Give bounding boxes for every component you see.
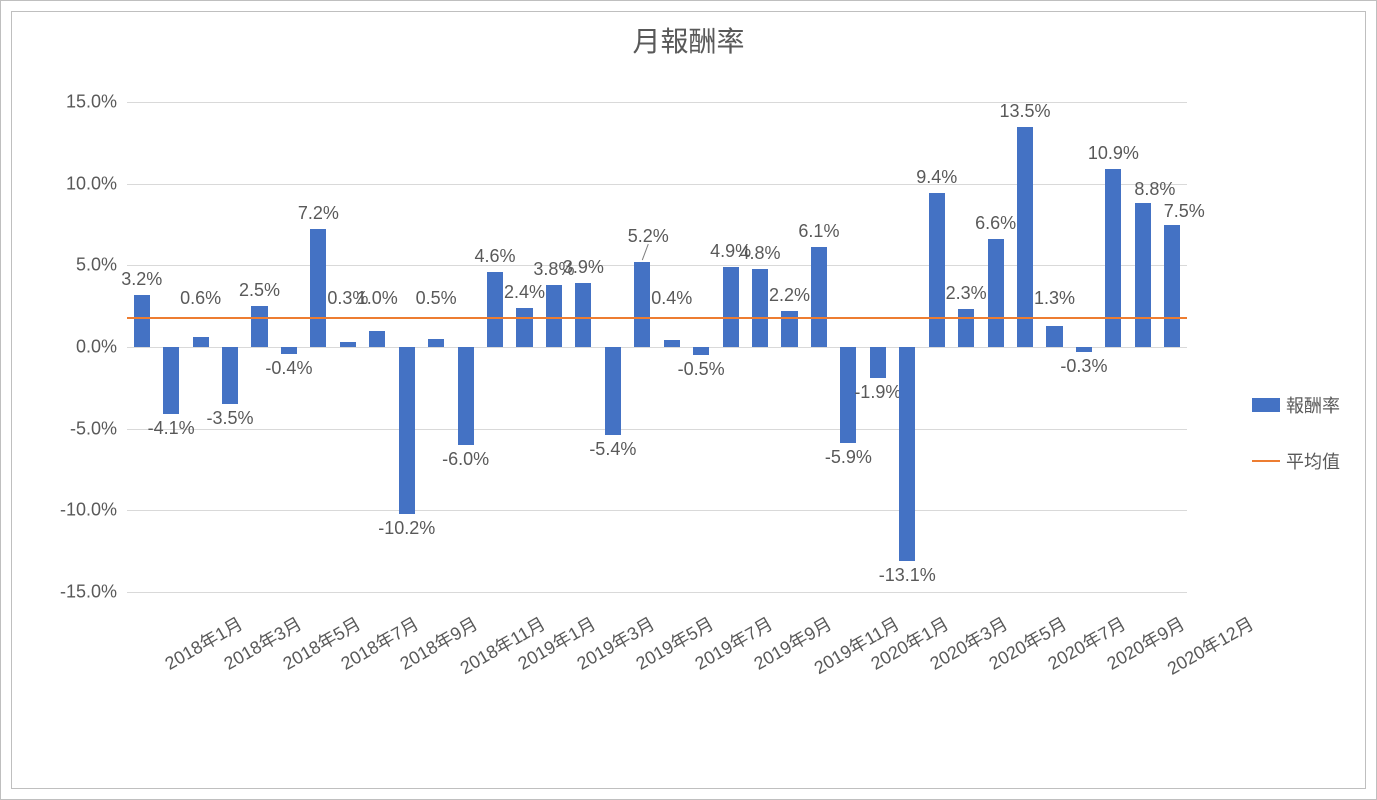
bar (870, 347, 886, 378)
bar-value-label: 6.1% (798, 221, 839, 242)
gridline (127, 510, 1187, 511)
bar-value-label: -4.1% (148, 418, 195, 439)
bar (1105, 169, 1121, 347)
bar (1046, 326, 1062, 347)
bar-value-label: 9.4% (916, 167, 957, 188)
bar (958, 309, 974, 347)
bar (458, 347, 474, 445)
bar (310, 229, 326, 347)
bar (516, 308, 532, 347)
bar-value-label: -0.4% (265, 358, 312, 379)
bar (340, 342, 356, 347)
bar (605, 347, 621, 435)
bar-value-label: -0.3% (1060, 356, 1107, 377)
bar (134, 295, 150, 347)
legend: 報酬率平均值 (1252, 392, 1340, 474)
bar-value-label: 6.6% (975, 213, 1016, 234)
legend-item: 平均值 (1252, 448, 1340, 474)
bar (163, 347, 179, 414)
bar-value-label: 13.5% (1000, 101, 1051, 122)
bar-value-label: 0.6% (180, 288, 221, 309)
y-tick-label: 0.0% (76, 337, 127, 358)
chart-inner: 月報酬率 -15.0%-10.0%-5.0%0.0%5.0%10.0%15.0%… (11, 11, 1366, 789)
legend-swatch-line (1252, 460, 1280, 462)
bar-value-label: 7.2% (298, 203, 339, 224)
bar (428, 339, 444, 347)
bar-value-label: -3.5% (207, 408, 254, 429)
bar-value-label: 3.9% (563, 257, 604, 278)
bar (369, 331, 385, 347)
bar (988, 239, 1004, 347)
bar-value-label: 1.0% (357, 288, 398, 309)
bar-value-label: 0.4% (651, 288, 692, 309)
bar-value-label: 3.2% (121, 269, 162, 290)
gridline (127, 429, 1187, 430)
bar (1135, 203, 1151, 347)
bar-value-label: 4.8% (740, 243, 781, 264)
bar (723, 267, 739, 347)
bar (281, 347, 297, 354)
bar-value-label: 2.2% (769, 285, 810, 306)
bar (1017, 127, 1033, 348)
bar (811, 247, 827, 347)
average-line (127, 317, 1187, 319)
chart-title: 月報酬率 (12, 20, 1365, 60)
bar-value-label: -13.1% (879, 565, 936, 586)
bar (575, 283, 591, 347)
bar (399, 347, 415, 514)
bar-value-label: -0.5% (678, 359, 725, 380)
bar-value-label: 1.3% (1034, 288, 1075, 309)
bar (193, 337, 209, 347)
bar (634, 262, 650, 347)
y-tick-label: -10.0% (60, 500, 127, 521)
bar-value-label: 2.3% (946, 283, 987, 304)
gridline (127, 592, 1187, 593)
legend-item: 報酬率 (1252, 392, 1340, 418)
legend-label: 平均值 (1286, 448, 1340, 474)
bar-value-label: 10.9% (1088, 143, 1139, 164)
bar-value-label: -1.9% (854, 382, 901, 403)
bar-value-label: 4.6% (475, 246, 516, 267)
bar-value-label: -5.9% (825, 447, 872, 468)
bar-value-label: -6.0% (442, 449, 489, 470)
bar-value-label: 5.2% (628, 226, 669, 247)
bar-value-label: 7.5% (1164, 201, 1205, 222)
bar (693, 347, 709, 355)
bar-value-label: -5.4% (589, 439, 636, 460)
chart-container: 月報酬率 -15.0%-10.0%-5.0%0.0%5.0%10.0%15.0%… (0, 0, 1377, 800)
bar (222, 347, 238, 404)
legend-label: 報酬率 (1286, 392, 1340, 418)
bar-value-label: 8.8% (1134, 179, 1175, 200)
y-tick-label: 5.0% (76, 255, 127, 276)
bar-value-label: 0.5% (416, 288, 457, 309)
plot-area: -15.0%-10.0%-5.0%0.0%5.0%10.0%15.0%3.2%-… (127, 102, 1187, 592)
y-tick-label: 10.0% (66, 173, 127, 194)
bar (1076, 347, 1092, 352)
bar (929, 193, 945, 347)
bar (752, 269, 768, 347)
bar (899, 347, 915, 561)
y-tick-label: 15.0% (66, 92, 127, 113)
bar (664, 340, 680, 347)
y-tick-label: -15.0% (60, 582, 127, 603)
y-tick-label: -5.0% (70, 418, 127, 439)
bar-value-label: -10.2% (378, 518, 435, 539)
bar-value-label: 2.5% (239, 280, 280, 301)
bar (487, 272, 503, 347)
bar (1164, 225, 1180, 348)
bar (251, 306, 267, 347)
bar-value-label: 2.4% (504, 282, 545, 303)
legend-swatch-bar (1252, 398, 1280, 412)
